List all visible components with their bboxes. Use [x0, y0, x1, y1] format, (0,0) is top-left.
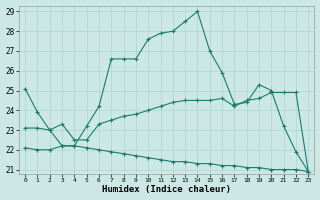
X-axis label: Humidex (Indice chaleur): Humidex (Indice chaleur) [102, 185, 231, 194]
